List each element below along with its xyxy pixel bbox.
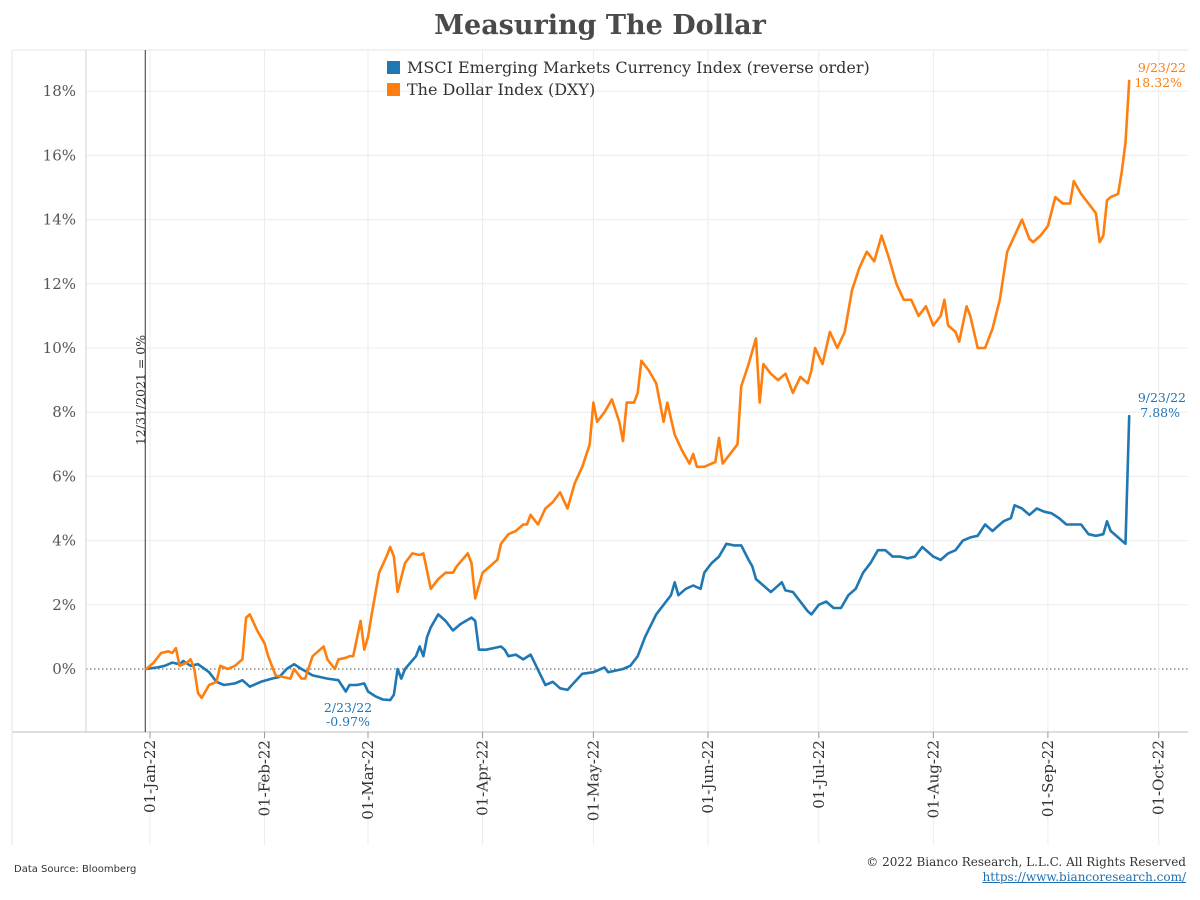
legend-swatch[interactable] [387, 61, 400, 74]
msci-min-date-label: 2/23/22 [324, 700, 372, 715]
y-tick-label: 6% [52, 467, 76, 485]
legend[interactable]: MSCI Emerging Markets Currency Index (re… [387, 58, 870, 99]
gridlines [86, 50, 1188, 845]
x-tick-label: 01-Oct-22 [1150, 740, 1168, 815]
x-tick-label: 01-Feb-22 [256, 740, 274, 816]
series-line-dxy [145, 79, 1131, 700]
copyright-block: © 2022 Bianco Research, L.L.C. All Right… [866, 855, 1186, 885]
series-line-msci [145, 414, 1131, 702]
x-tick-label: 01-Jun-22 [699, 740, 717, 814]
x-tick-label: 01-Jul-22 [810, 740, 828, 809]
x-tick-label: 01-Jan-22 [141, 740, 159, 813]
reference-label: 12/31/2021 = 0% [133, 335, 148, 445]
dxy-end-date-label: 9/23/22 [1138, 60, 1186, 75]
axes [11, 49, 1188, 845]
y-tick-label: 4% [52, 532, 76, 550]
legend-swatch[interactable] [387, 83, 400, 96]
x-tick-label: 01-Mar-22 [359, 740, 377, 820]
msci-min-value-label: -0.97% [326, 714, 370, 729]
y-axis-ticks: 0% 2% 4% 6% 8% 10% 12% 14% 16% 18% [43, 82, 76, 678]
series-lines [145, 79, 1131, 702]
y-tick-label: 0% [52, 660, 76, 678]
y-tick-label: 16% [43, 146, 76, 164]
msci-end-value-label: 7.88% [1140, 405, 1180, 420]
y-tick-label: 14% [43, 211, 76, 229]
y-tick-label: 2% [52, 596, 76, 614]
dxy-end-value-label: 18.32% [1134, 75, 1182, 90]
x-tick-label: 01-Aug-22 [924, 740, 942, 818]
x-axis-ticks: 01-Jan-22 01-Feb-22 01-Mar-22 01-Apr-22 01-M… [141, 732, 1168, 821]
x-tick-label: 01-Apr-22 [474, 740, 492, 816]
legend-label[interactable]: The Dollar Index (DXY) [407, 80, 595, 99]
y-tick-label: 12% [43, 275, 76, 293]
y-tick-label: 10% [43, 339, 76, 357]
msci-end-date-label: 9/23/22 [1138, 390, 1186, 405]
y-tick-label: 18% [43, 82, 76, 100]
legend-label[interactable]: MSCI Emerging Markets Currency Index (re… [407, 58, 870, 77]
x-tick-label: 01-May-22 [584, 740, 602, 821]
y-tick-label: 8% [52, 403, 76, 421]
website-link[interactable]: https://www.biancoresearch.com/ [982, 870, 1186, 884]
data-source: Data Source: Bloomberg [14, 864, 137, 875]
chart-title: Measuring The Dollar [434, 10, 766, 41]
x-tick-label: 01-Sep-22 [1039, 740, 1057, 817]
annotations: 12/31/2021 = 0% 9/23/227.88%9/23/2218.32%… [133, 60, 1186, 729]
copyright-text: © 2022 Bianco Research, L.L.C. All Right… [866, 855, 1186, 869]
